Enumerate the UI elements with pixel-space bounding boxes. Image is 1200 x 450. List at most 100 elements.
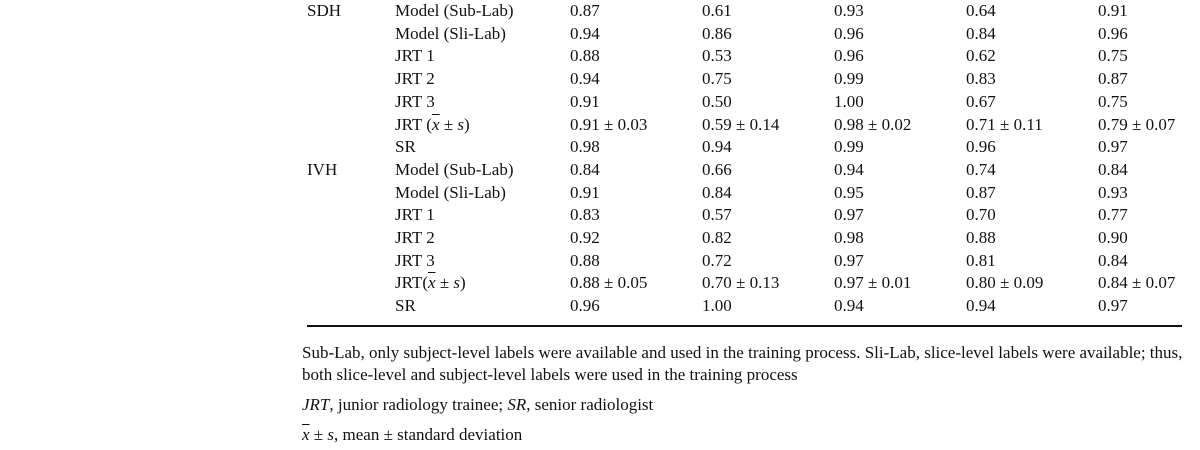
metric-value-cell: 0.92 <box>570 228 600 248</box>
metric-value-cell: 0.97 ± 0.01 <box>834 273 912 293</box>
metric-value-cell: 0.75 <box>702 69 732 89</box>
metric-value-cell: 0.88 <box>966 228 996 248</box>
metric-value-cell: 0.94 <box>834 296 864 316</box>
metric-value-cell: 0.84 <box>1098 250 1128 270</box>
metric-value-cell: 0.75 <box>1098 46 1128 66</box>
method-text-part: ± s <box>439 114 464 134</box>
metric-value-cell: 0.67 <box>966 91 996 111</box>
metric-value-cell: 0.91 ± 0.03 <box>570 114 648 134</box>
footnote-statistics: x ± s, mean ± standard deviation <box>302 424 1192 446</box>
results-table: SDH Model (Sub-Lab) 0.87 0.61 0.93 0.64 0.91 Mo… <box>0 0 1200 318</box>
method-text-part: ( <box>422 273 428 293</box>
footnote-jrt-term: JRT <box>302 395 330 414</box>
metric-value-cell: 0.83 <box>570 205 600 225</box>
group-cell <box>0 227 395 250</box>
group-cell: IVH <box>307 159 338 179</box>
footnote-jrt-definition: , junior radiology trainee; <box>329 395 508 414</box>
metric-value-cell: 0.94 <box>570 23 600 43</box>
table-row: SR 0.96 1.00 0.94 0.94 0.97 <box>0 295 1200 318</box>
method-text-part: x <box>428 273 436 293</box>
metric-value-cell: 0.70 <box>966 205 996 225</box>
group-cell <box>0 114 395 137</box>
metric-value-cell: 0.88 <box>570 250 600 270</box>
metric-value-cell: 0.62 <box>966 46 996 66</box>
table-row: JRT 1 0.88 0.53 0.96 0.62 0.75 <box>0 45 1200 68</box>
metric-value-cell: 0.79 ± 0.07 <box>1098 114 1176 134</box>
metric-value-cell: 0.74 <box>966 159 996 179</box>
metric-value-cell: 0.91 <box>570 182 600 202</box>
metric-value-cell: 0.82 <box>702 228 732 248</box>
metric-value-cell: 0.94 <box>702 137 732 157</box>
metric-value-cell: 0.96 <box>966 137 996 157</box>
metric-value-cell: 0.84 <box>702 182 732 202</box>
metric-value-cell: 0.57 <box>702 205 732 225</box>
method-cell: Model (Sub-Lab) <box>395 159 514 179</box>
metric-value-cell: 0.84 <box>570 159 600 179</box>
group-cell <box>0 204 395 227</box>
footnote-labels: Sub-Lab, only subject-level labels were … <box>302 343 1183 384</box>
metric-value-cell: 0.96 <box>570 296 600 316</box>
metric-value-cell: 0.50 <box>702 91 732 111</box>
metric-value-cell: 1.00 <box>702 296 732 316</box>
metric-value-cell: 0.96 <box>1098 23 1128 43</box>
table-row: JRT (x ± s) 0.91 ± 0.03 0.59 ± 0.14 0.98 ± … <box>0 114 1200 137</box>
table-row: Model (Sli-Lab) 0.94 0.86 0.96 0.84 0.96 <box>0 23 1200 46</box>
group-cell <box>0 91 395 114</box>
metric-value-cell: 0.87 <box>1098 69 1128 89</box>
metric-value-cell: 0.70 ± 0.13 <box>702 273 780 293</box>
method-cell: JRT(x ± s) <box>395 272 570 295</box>
table-row: JRT 2 0.92 0.82 0.98 0.88 0.90 <box>0 227 1200 250</box>
method-text-part: JRT <box>395 273 423 293</box>
metric-value-cell: 0.72 <box>702 250 732 270</box>
group-cell <box>0 68 395 91</box>
table-row: SDH Model (Sub-Lab) 0.87 0.61 0.93 0.64 0.91 <box>0 0 1200 23</box>
footnote-plusminus: ± <box>309 425 328 444</box>
metric-value-cell: 0.93 <box>1098 182 1128 202</box>
metric-value-cell: 0.97 <box>834 250 864 270</box>
method-cell: SR <box>395 296 416 316</box>
table-bottom-rule <box>307 325 1182 327</box>
metric-value-cell: 0.98 <box>834 228 864 248</box>
metric-value-cell: 0.94 <box>570 69 600 89</box>
metric-value-cell: 0.97 <box>1098 296 1128 316</box>
metric-value-cell: 0.87 <box>570 1 600 20</box>
table-row: Model (Sli-Lab) 0.91 0.84 0.95 0.87 0.93 <box>0 182 1200 205</box>
table-row: JRT 3 0.88 0.72 0.97 0.81 0.84 <box>0 250 1200 273</box>
group-cell <box>0 295 395 318</box>
metric-value-cell: 0.94 <box>834 159 864 179</box>
method-cell: JRT 3 <box>395 250 435 270</box>
metric-value-cell: 0.84 <box>1098 159 1128 179</box>
metric-value-cell: 0.77 <box>1098 205 1128 225</box>
group-cell <box>0 23 395 46</box>
metric-value-cell: 0.80 ± 0.09 <box>966 273 1044 293</box>
table-row: JRT 1 0.83 0.57 0.97 0.70 0.77 <box>0 204 1200 227</box>
metric-value-cell: 0.64 <box>966 1 996 20</box>
footnote-sr-term: SR <box>507 395 527 414</box>
metric-value-cell: 0.91 <box>570 91 600 111</box>
method-cell: JRT 1 <box>395 205 435 225</box>
results-table-body: SDH Model (Sub-Lab) 0.87 0.61 0.93 0.64 0.91 Mo… <box>0 0 1200 318</box>
method-cell: Model (Sli-Lab) <box>395 182 506 202</box>
metric-value-cell: 0.96 <box>834 46 864 66</box>
metric-value-cell: 0.97 <box>1098 137 1128 157</box>
footnote-sr-definition: , senior radiologist <box>526 395 654 414</box>
metric-value-cell: 0.94 <box>966 296 996 316</box>
metric-value-cell: 0.91 <box>1098 1 1128 20</box>
metric-value-cell: 0.59 ± 0.14 <box>702 114 780 134</box>
group-cell: SDH <box>307 1 342 20</box>
table-row: JRT(x ± s) 0.88 ± 0.05 0.70 ± 0.13 0.97 ± 0… <box>0 272 1200 295</box>
method-cell: Model (Sub-Lab) <box>395 1 514 20</box>
metric-value-cell: 0.66 <box>702 159 732 179</box>
method-cell: JRT 1 <box>395 46 435 66</box>
metric-value-cell: 0.87 <box>966 182 996 202</box>
metric-value-cell: 0.75 <box>1098 91 1128 111</box>
metric-value-cell: 0.99 <box>834 137 864 157</box>
table-row: IVH Model (Sub-Lab) 0.84 0.66 0.94 0.74 0.84 <box>0 159 1200 182</box>
table-row: JRT 2 0.94 0.75 0.99 0.83 0.87 <box>0 68 1200 91</box>
metric-value-cell: 0.95 <box>834 182 864 202</box>
metric-value-cell: 0.88 ± 0.05 <box>570 273 648 293</box>
group-cell <box>0 182 395 205</box>
table-footnotes: Sub-Lab, only subject-level labels were … <box>302 342 1192 446</box>
metric-value-cell: 0.97 <box>834 205 864 225</box>
group-cell <box>0 250 395 273</box>
